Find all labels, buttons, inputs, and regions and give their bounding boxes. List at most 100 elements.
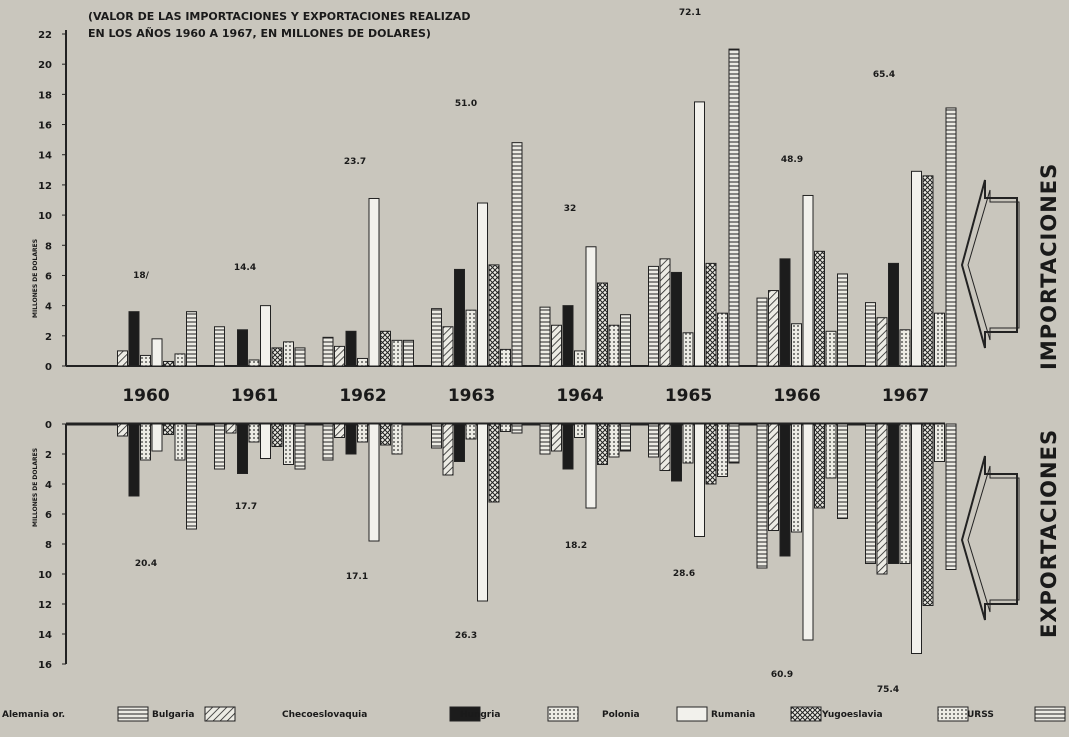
export-tick-label: 2	[45, 450, 52, 461]
imports-section-label: IMPORTACIONES	[1037, 163, 1061, 370]
import-bar-1961-2	[237, 329, 248, 367]
export-bar-1961-7	[294, 423, 306, 470]
export-bar-1961-5	[271, 423, 283, 447]
import-bar-1965-4	[694, 101, 705, 367]
export-bar-1967-4	[911, 423, 922, 654]
import-bar-1960-4	[151, 338, 163, 367]
chart-subtitle: EN LOS AÑOS 1960 A 1967, EN MILLONES DE …	[88, 27, 431, 40]
import-bar-1964-4	[585, 246, 597, 367]
export-bar-1960-3	[140, 423, 151, 461]
export-arrow-icon	[960, 455, 1020, 621]
legend-label: Polonia	[602, 710, 640, 720]
year-label: 1964	[556, 386, 603, 406]
import-bar-1964-1	[551, 324, 562, 367]
export-bar-1964-6	[608, 423, 620, 458]
export-bar-1963-4	[477, 423, 488, 602]
export-bar-1964-7	[620, 423, 631, 452]
year-label: 1966	[773, 386, 820, 406]
legend-swatch	[1034, 706, 1066, 722]
import-bar-1961-7	[294, 347, 306, 367]
export-bar-1964-0	[539, 423, 551, 455]
year-label: 1960	[122, 386, 169, 406]
export-bar-1962-5	[380, 423, 391, 446]
import-bar-1964-6	[608, 324, 620, 367]
import-tick-labels: 0 2 4 6 8 10 12 14 16 18 20 22	[38, 30, 66, 373]
export-bar-1962-0	[322, 423, 334, 461]
export-tick-label: 10	[38, 570, 52, 581]
import-bar-1962-3	[357, 357, 368, 367]
import-total-label: 48.9	[781, 155, 803, 165]
year-labels: 1960 1961 1962 1963 1964 1965 1966 1967	[122, 386, 929, 406]
export-total-label: 60.9	[771, 670, 793, 680]
export-total-label: 28.6	[673, 569, 695, 579]
import-tick-label: 14	[38, 151, 52, 162]
import-bar-1967-0	[865, 302, 876, 367]
legend-label: URSS	[967, 710, 994, 720]
import-bar-1964-0	[539, 306, 551, 367]
import-bar-1967-7	[945, 107, 957, 367]
import-bar-1962-1	[334, 345, 345, 367]
import-bar-1967-4	[911, 170, 922, 367]
export-bar-1960-5	[163, 423, 174, 435]
import-total-label: 14.4	[234, 263, 256, 273]
export-bar-1964-2	[562, 423, 574, 470]
export-bar-1961-6	[283, 423, 294, 465]
export-bar-1960-2	[128, 423, 140, 497]
import-bar-1963-6	[500, 348, 511, 367]
export-bar-1967-5	[922, 423, 934, 606]
import-bar-1961-6	[283, 341, 294, 367]
export-bar-1963-5	[488, 423, 500, 503]
export-bar-1960-4	[151, 423, 163, 452]
export-bar-1965-6	[717, 423, 728, 477]
import-bar-1966-5	[814, 250, 825, 367]
import-bar-1960-1	[117, 350, 128, 367]
import-bar-1965-5	[705, 262, 717, 367]
import-total-label: 72.1	[679, 8, 701, 18]
import-bar-1966-1	[768, 290, 779, 367]
import-bar-1963-1	[442, 326, 454, 367]
export-bar-1966-1	[768, 423, 779, 531]
export-bar-1964-1	[551, 423, 562, 452]
import-tick-label: 6	[45, 271, 52, 282]
import-bar-1965-2	[671, 271, 682, 367]
export-bar-1961-4	[260, 423, 271, 459]
import-tick-label: 12	[38, 181, 52, 192]
legend-label: Checoeslovaquia	[282, 710, 367, 720]
export-total-label: 17.7	[235, 502, 257, 512]
export-bar-1966-0	[756, 423, 768, 569]
import-bar-1963-2	[454, 268, 465, 367]
import-bar-1966-2	[779, 258, 791, 367]
import-bar-1962-7	[403, 339, 414, 367]
import-bar-1965-1	[659, 258, 671, 367]
import-tick-label: 22	[38, 30, 52, 41]
year-label: 1967	[882, 386, 929, 406]
legend-swatch	[547, 706, 579, 722]
import-bar-1965-0	[648, 265, 659, 367]
export-bar-1963-3	[465, 423, 477, 440]
import-bar-1961-4	[260, 305, 271, 367]
export-tick-label: 0	[45, 420, 52, 431]
export-bar-1966-3	[791, 423, 802, 533]
legend-label: Bulgaria	[152, 710, 194, 720]
legend-swatch	[937, 706, 969, 722]
export-bar-1963-7	[511, 423, 523, 434]
import-bar-1965-7	[728, 48, 740, 367]
export-tick-label: 6	[45, 510, 52, 521]
export-bar-1967-6	[934, 423, 945, 462]
import-tick-label: 4	[45, 302, 52, 313]
export-total-label: 17.1	[346, 572, 368, 582]
import-bar-1967-6	[934, 312, 945, 367]
import-bar-1963-4	[477, 202, 488, 367]
import-bar-1966-6	[825, 330, 837, 367]
import-tick-label: 8	[45, 241, 52, 252]
import-tick-label: 0	[45, 362, 52, 373]
export-tick-label: 12	[38, 600, 52, 611]
export-bar-1967-3	[899, 423, 911, 564]
year-label: 1961	[231, 386, 278, 406]
legend-swatch	[676, 706, 708, 722]
export-bar-1960-7	[186, 423, 197, 530]
export-bar-1962-3	[357, 423, 368, 443]
export-bar-1962-1	[334, 423, 345, 438]
import-bar-1964-2	[562, 305, 574, 367]
